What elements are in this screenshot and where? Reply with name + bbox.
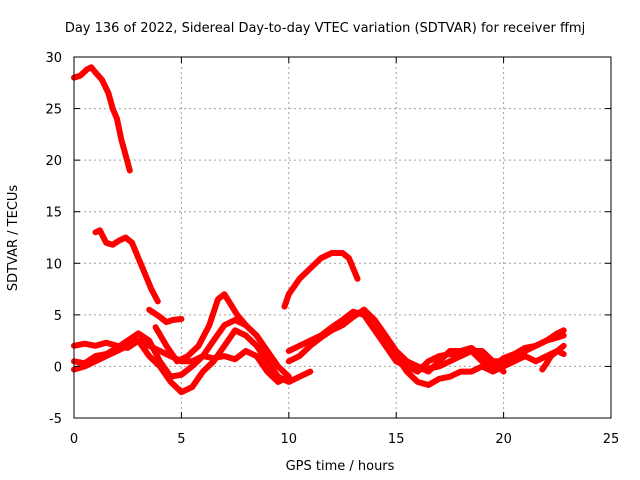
series-arc-9 [285,308,567,375]
y-tick-label: 25 [45,103,62,118]
x-tick-label: 25 [603,432,620,447]
y-tick-label: 15 [45,206,62,221]
x-tick-label: 10 [281,432,298,447]
series-arc-5 [71,327,314,396]
series-arc-13 [539,342,567,373]
y-tick-label: 0 [54,360,62,375]
y-tick-label: 5 [54,309,62,324]
y-tick-label: 20 [45,154,62,169]
y-tick-label: 10 [45,257,62,272]
series-arc-12 [414,348,507,375]
y-axis-ticks: -5 0 5 10 15 20 25 30 [45,51,611,427]
y-tick-label: 30 [45,51,62,66]
series-arc-6 [146,306,185,326]
y-axis-label: SDTVAR / TECUs [6,185,21,292]
chart-title: Day 136 of 2022, Sidereal Day-to-day VTE… [65,21,585,36]
plot-frame [73,56,612,419]
series-arc-10 [285,306,567,375]
x-axis-ticks: 0 5 10 15 20 25 [70,57,619,447]
series-arc-2 [92,227,161,305]
x-tick-label: 15 [388,432,405,447]
y-tick-label: -5 [49,412,62,427]
x-tick-label: 20 [495,432,512,447]
series-arc-8 [281,250,361,310]
x-tick-label: 5 [177,432,185,447]
x-tick-label: 0 [70,432,78,447]
series-arc-1 [71,64,133,174]
series-arc-7 [152,291,249,365]
x-axis-label: GPS time / hours [286,459,395,474]
series-arc-11 [382,337,567,388]
data-series [71,64,567,396]
